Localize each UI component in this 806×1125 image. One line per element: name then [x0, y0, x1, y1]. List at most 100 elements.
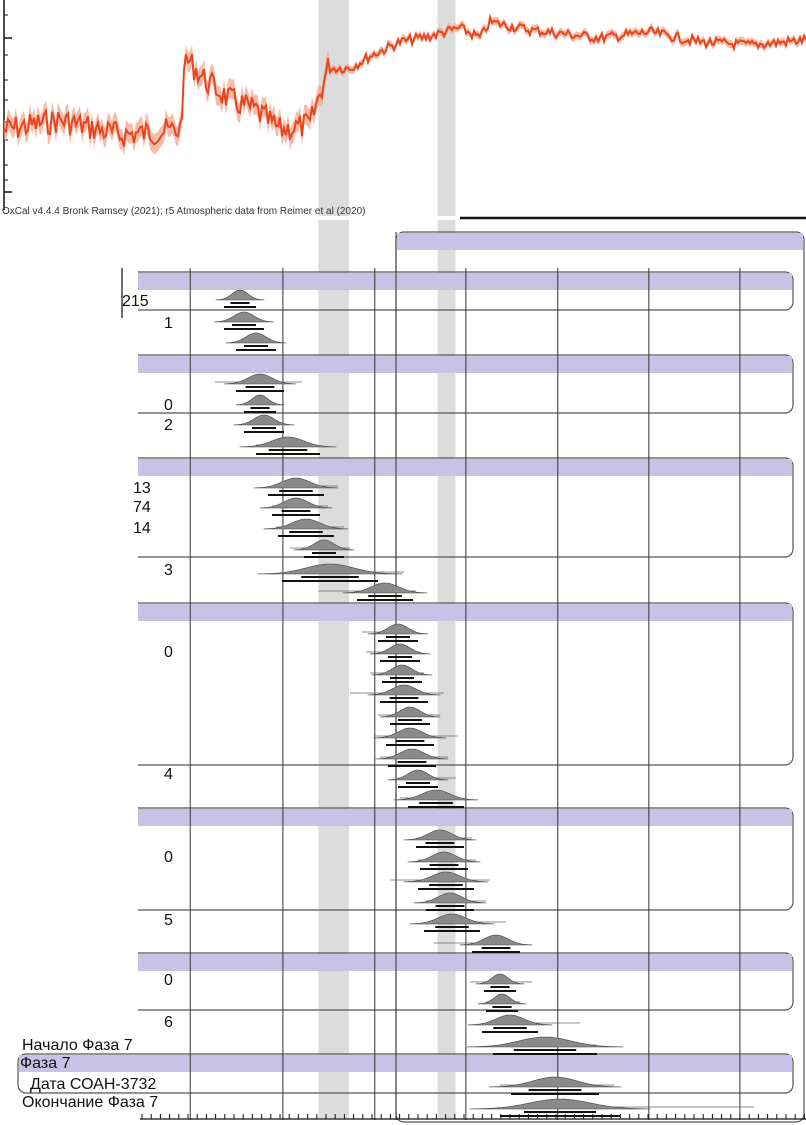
distribution-shape: [215, 289, 265, 301]
distribution-row-5: [233, 414, 295, 433]
caption-mask: [0, 216, 460, 220]
distribution-shape: [407, 851, 481, 863]
distribution-row-9: [263, 518, 349, 537]
left-crop-mask: [0, 222, 138, 1028]
distribution-row-0: [215, 289, 265, 308]
distribution-shape: [393, 789, 479, 801]
row-label-3: 2: [164, 417, 173, 434]
row-label-6: 14: [133, 520, 151, 537]
distribution-row-22: [403, 829, 477, 848]
distribution-shape: [459, 934, 533, 946]
distribution-shape: [342, 582, 428, 594]
phase-band-2: [121, 459, 792, 476]
distribution-shape: [293, 539, 355, 551]
probability-distributions: [213, 289, 754, 1117]
distribution-shape: [225, 332, 287, 344]
distribution-row-29: [477, 993, 527, 1012]
distribution-shape: [477, 993, 527, 1005]
distribution-shape: [379, 706, 441, 718]
distribution-row-31: [466, 1036, 624, 1055]
phase-frames: [0, 222, 805, 1123]
row-label-12: 0: [164, 972, 173, 989]
distribution-shape: [413, 892, 487, 904]
phase-band-5: [121, 954, 792, 971]
distribution-shape: [403, 829, 477, 841]
distribution-shape: [263, 518, 349, 530]
phase-label-0: Фаза 7: [20, 1055, 71, 1072]
distribution-row-27: [434, 934, 533, 953]
distribution-shape: [367, 684, 441, 696]
row-label-8: 0: [164, 644, 173, 661]
highlight-bands: [318, 0, 456, 1118]
row-label-1: 1: [164, 315, 173, 332]
grid-lines: [189, 232, 741, 1120]
distribution-shape: [253, 477, 339, 489]
distribution-row-18: [373, 727, 458, 746]
phase-band-6: [19, 1055, 792, 1072]
phase-band-1: [121, 356, 792, 373]
distribution-row-16: [350, 684, 444, 703]
distribution-shape: [223, 373, 297, 385]
distribution-shape: [403, 871, 489, 883]
phase-frame-6: [17, 1053, 794, 1094]
row-label-4: 13: [133, 480, 151, 497]
distribution-row-30: [467, 1014, 580, 1033]
distribution-row-2: [225, 332, 287, 351]
distribution-row-23: [407, 851, 481, 870]
distribution-shape: [475, 973, 525, 985]
distribution-row-12: [318, 582, 428, 601]
distribution-row-8: [259, 497, 333, 516]
distribution-shape: [369, 643, 431, 655]
distribution-shape: [371, 664, 433, 676]
x-axis: [140, 1114, 806, 1120]
distribution-shape: [387, 769, 449, 781]
curve-line: [3, 13, 806, 147]
curve-envelope: [4, 13, 806, 157]
row-label-16: Окончание Фаза 7: [22, 1094, 158, 1111]
chart-caption: OxCal v4.4.4 Bronk Ramsey (2021); r5 Atm…: [2, 206, 365, 217]
row-label-2: 0: [164, 397, 173, 414]
row-label-10: 0: [164, 849, 173, 866]
distribution-shape: [469, 1098, 651, 1110]
row-label-13: 6: [164, 1014, 173, 1031]
highlight-band-1: [437, 0, 456, 1118]
highlight-band-0: [318, 0, 349, 1118]
row-label-0: 215: [122, 293, 149, 310]
calibration-curve-panel: [0, 0, 806, 220]
row-labels: 215 1 0 2 13 74 14 3 0 4 0 5 0 6 Начало Фаза 7 Дата СОА…: [20, 293, 173, 1111]
row-label-11: 5: [164, 912, 173, 929]
row-label-5: 74: [133, 499, 151, 516]
distribution-row-13: [362, 623, 429, 642]
distribution-row-11: [257, 563, 404, 582]
distribution-row-3: [215, 373, 302, 392]
distribution-row-21: [393, 789, 479, 808]
distribution-row-20: [387, 769, 456, 788]
distribution-row-10: [290, 539, 355, 558]
distribution-shape: [373, 727, 447, 739]
distribution-row-14: [366, 643, 431, 662]
distribution-row-4: [235, 394, 285, 413]
distribution-shape: [488, 1076, 622, 1088]
distribution-shape: [257, 563, 403, 575]
distribution-shape: [259, 497, 333, 509]
distribution-shape: [239, 436, 337, 448]
distribution-shape: [213, 311, 275, 323]
distribution-row-1: [213, 311, 275, 330]
row-label-7: 3: [164, 562, 173, 579]
phase-band-4: [121, 809, 792, 826]
distribution-shape: [409, 913, 495, 925]
phase-band-3: [121, 604, 792, 621]
distribution-row-17: [378, 706, 441, 725]
distribution-shape: [375, 748, 449, 760]
distribution-shape: [367, 623, 429, 635]
phase-frame-3: [119, 602, 794, 766]
distribution-row-26: [409, 913, 506, 932]
distribution-row-15: [370, 664, 433, 683]
distribution-row-24: [390, 871, 490, 890]
distribution-row-25: [413, 892, 487, 911]
distribution-shape: [467, 1014, 553, 1026]
distribution-shape: [233, 414, 295, 426]
distribution-shape: [235, 394, 285, 406]
distribution-shape: [466, 1036, 624, 1048]
